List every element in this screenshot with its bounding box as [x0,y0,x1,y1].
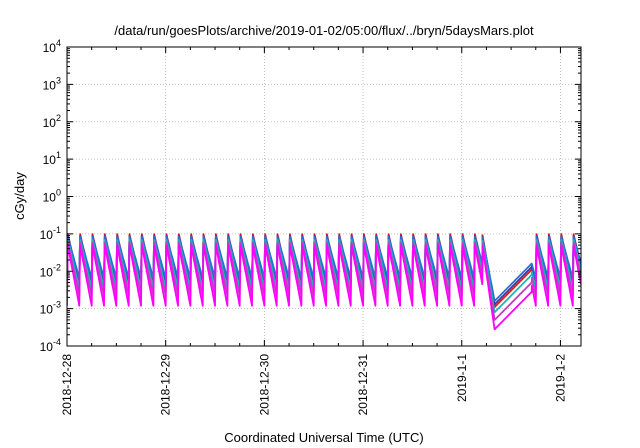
x-tick-label: 2018-12-29 [159,354,173,416]
y-tick-label: 10-4 [40,337,61,354]
y-tick-label: 10-3 [40,300,61,317]
series-line-4 [67,239,581,314]
x-axis-label: Coordinated Universal Time (UTC) [224,430,423,445]
y-axis-label: cGy/day [12,172,27,220]
plot-area [66,46,582,347]
grid [67,47,581,346]
y-tick-label: 104 [43,38,61,55]
y-tick-label: 101 [43,150,61,167]
plot-frame [66,46,582,347]
y-tick-label: 102 [43,113,61,130]
series-line-5 [67,241,581,321]
series-line-6 [67,244,581,331]
x-tick-label: 2018-12-28 [60,354,74,416]
chart-title: /data/run/goesPlots/archive/2019-01-02/0… [114,23,534,38]
x-tick-label: 2019-1-1 [455,354,469,402]
x-tick-label: 2019-1-2 [553,354,567,402]
y-tick-label: 100 [43,188,61,205]
series-line-3 [67,235,581,302]
y-tick-label: 10-2 [40,262,61,279]
x-tick-label: 2018-12-31 [356,354,370,416]
y-tick-label: 10-1 [40,225,61,242]
y-ticks: 10-4 10-3 10-2 10-1 100 101 102 103 104 [40,38,581,354]
y-tick-label: 103 [43,75,61,92]
series-group [67,233,581,331]
x-tick-label: 2018-12-30 [257,354,271,416]
x-ticks: 2018-12-28 2018-12-29 2018-12-30 2018-12-31… [60,47,567,415]
